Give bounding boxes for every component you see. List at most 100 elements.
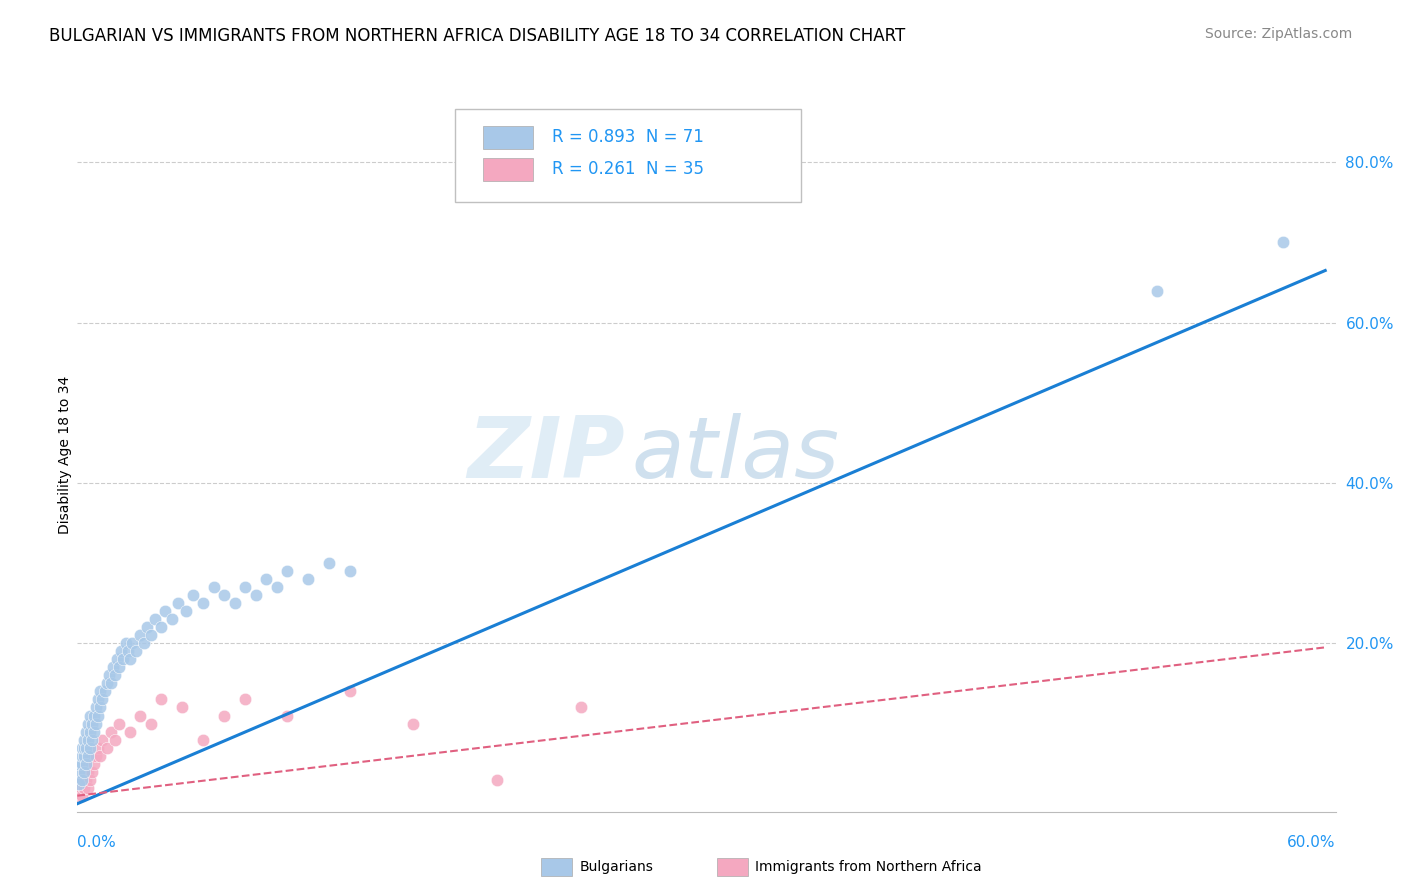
Point [93, 684, 115, 698]
Bar [482, 158, 533, 181]
Point [67, 789, 90, 803]
Point [79, 748, 101, 763]
Text: Bulgarians: Bulgarians [579, 860, 654, 874]
Text: ZIP: ZIP [467, 413, 624, 497]
Point [114, 636, 136, 650]
Point [150, 692, 173, 706]
Point [212, 588, 235, 602]
Text: R = 0.261  N = 35: R = 0.261 N = 35 [551, 161, 704, 178]
Point [96, 676, 118, 690]
Point [212, 708, 235, 723]
Point [87, 692, 110, 706]
Point [80, 716, 103, 731]
Point [80, 732, 103, 747]
Point [233, 692, 256, 706]
Point [110, 644, 132, 658]
Point [176, 604, 198, 618]
Point [402, 716, 425, 731]
Point [89, 748, 111, 763]
Point [79, 708, 101, 723]
Point [83, 756, 105, 771]
Point [129, 708, 152, 723]
Point [254, 572, 277, 586]
Point [245, 588, 267, 602]
Point [100, 724, 122, 739]
Point [72, 740, 94, 755]
Text: BULGARIAN VS IMMIGRANTS FROM NORTHERN AFRICA DISABILITY AGE 18 TO 34 CORRELATION: BULGARIAN VS IMMIGRANTS FROM NORTHERN AF… [49, 27, 905, 45]
Point [139, 716, 162, 731]
Point [76, 748, 98, 763]
Point [70, 772, 93, 787]
Point [75, 740, 97, 755]
Point [167, 596, 190, 610]
Text: Source: ZipAtlas.com: Source: ZipAtlas.com [1205, 27, 1353, 41]
Point [101, 660, 124, 674]
Point [233, 580, 256, 594]
Point [143, 612, 166, 626]
Point [87, 708, 110, 723]
Y-axis label: Disability Age 18 to 34: Disability Age 18 to 34 [58, 376, 72, 534]
Point [339, 684, 361, 698]
Point [297, 572, 319, 586]
Point [83, 724, 105, 739]
Point [155, 604, 177, 618]
Point [70, 740, 93, 755]
Point [104, 732, 127, 747]
Point [83, 708, 105, 723]
Point [181, 588, 204, 602]
Point [1272, 235, 1295, 250]
Point [104, 668, 127, 682]
Point [569, 700, 592, 714]
Point [89, 700, 111, 714]
Point [100, 676, 122, 690]
Point [75, 724, 97, 739]
Point [97, 668, 120, 682]
Point [339, 564, 361, 578]
Point [135, 620, 157, 634]
Point [67, 780, 90, 795]
Point [224, 596, 246, 610]
Point [84, 700, 107, 714]
Point [76, 764, 98, 779]
Point [485, 772, 508, 787]
Point [84, 748, 107, 763]
Point [67, 756, 90, 771]
Text: R = 0.893  N = 71: R = 0.893 N = 71 [551, 128, 703, 146]
Point [67, 777, 90, 791]
Point [108, 716, 131, 731]
Point [91, 732, 114, 747]
Point [1146, 284, 1168, 298]
Point [80, 764, 103, 779]
Point [118, 652, 141, 666]
Point [70, 772, 93, 787]
Point [150, 620, 173, 634]
Text: 0.0%: 0.0% [77, 836, 117, 850]
Point [108, 660, 131, 674]
Point [72, 780, 94, 795]
Point [79, 772, 101, 787]
Point [75, 756, 97, 771]
Point [76, 780, 98, 795]
Text: 60.0%: 60.0% [1288, 836, 1336, 850]
Point [125, 644, 148, 658]
Point [266, 580, 288, 594]
Point [112, 652, 135, 666]
Point [75, 772, 97, 787]
Point [72, 732, 94, 747]
Point [75, 756, 97, 771]
Point [172, 700, 194, 714]
Text: Immigrants from Northern Africa: Immigrants from Northern Africa [755, 860, 981, 874]
Point [72, 748, 94, 763]
Point [96, 740, 118, 755]
Point [70, 789, 93, 803]
Point [87, 740, 110, 755]
FancyBboxPatch shape [456, 109, 801, 202]
Point [72, 764, 94, 779]
Point [91, 692, 114, 706]
Point [276, 708, 298, 723]
Text: atlas: atlas [631, 413, 839, 497]
Point [139, 628, 162, 642]
Point [76, 732, 98, 747]
Bar [482, 126, 533, 149]
Point [134, 636, 156, 650]
